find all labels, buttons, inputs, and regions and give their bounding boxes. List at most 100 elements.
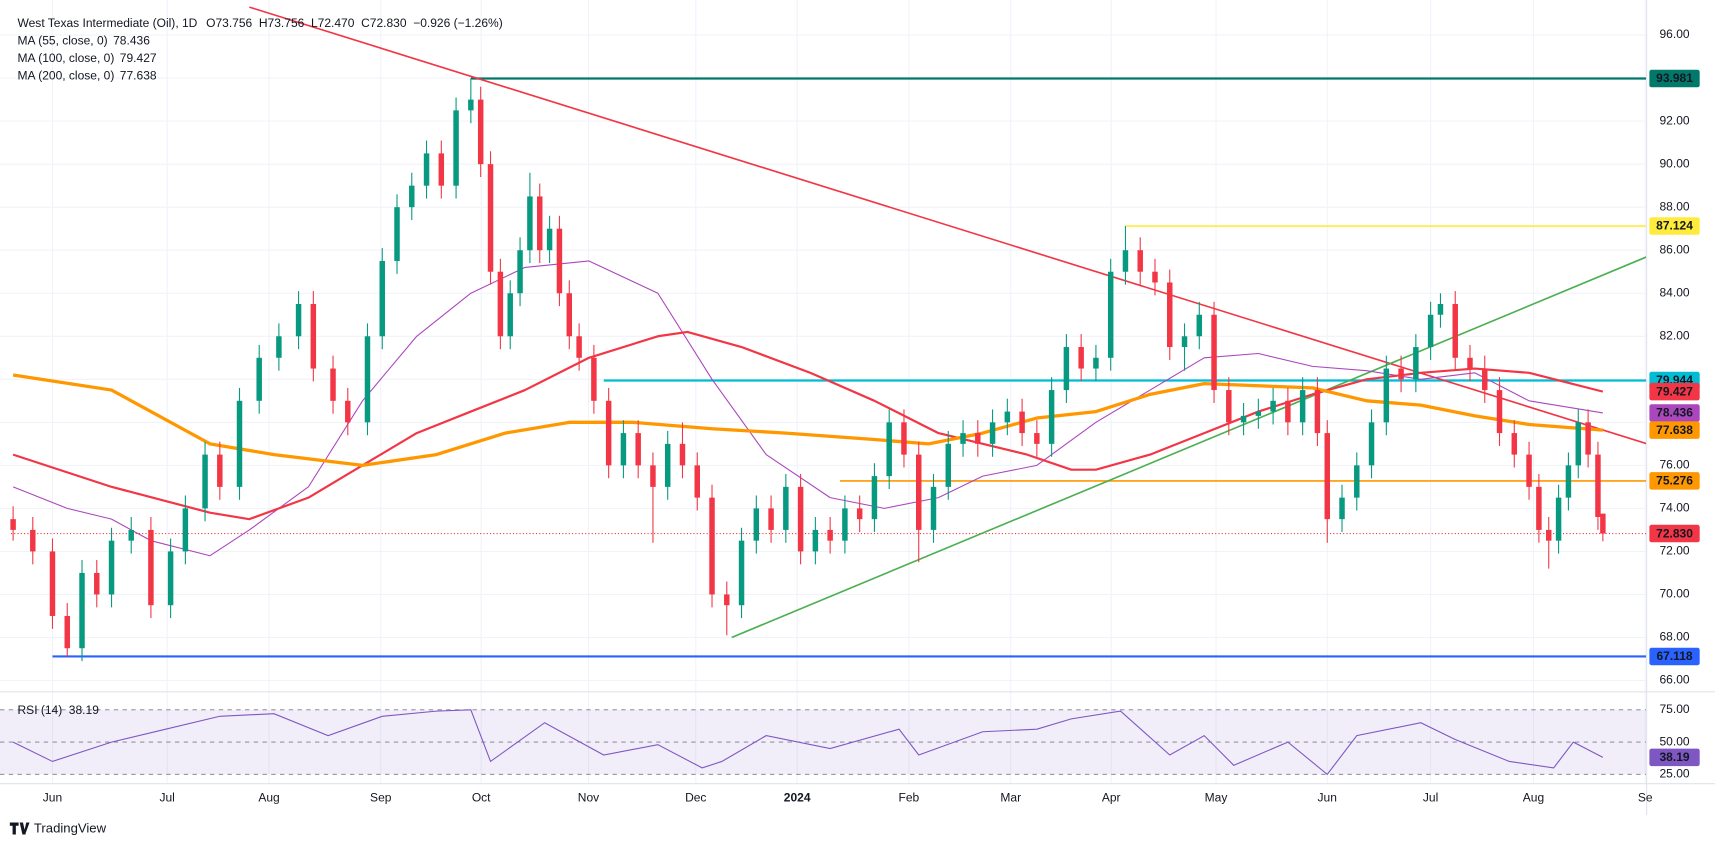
level-label: 75.276 [1656,474,1693,488]
candle-body [276,336,282,358]
rsi-tick-label: 25.00 [1659,767,1689,781]
candle-body [989,422,996,444]
ma-box [1649,404,1700,422]
candle-body [64,615,70,649]
x-tick-label: 2024 [784,791,811,805]
candle-body [256,357,262,401]
y-tick-label: 74.00 [1659,501,1689,515]
candle-body [664,443,671,487]
candle-body [650,465,656,487]
legend-value: 77.638 [120,69,157,83]
legend-name: MA (200, close, 0) [18,69,115,83]
chart-title: West Texas Intermediate (Oil), 1D [18,16,198,30]
candle-body [1078,347,1084,369]
x-tick-label: Se [1638,791,1653,805]
candle-body [1452,304,1458,358]
candle-body [379,260,385,337]
y-tick-label: 66.00 [1659,673,1689,687]
candle-body [1152,271,1158,283]
x-tick-label: May [1205,791,1228,805]
candle-body [1398,368,1404,380]
candle-body [1255,411,1262,416]
brand-logo: TradingView [9,821,107,836]
candle-body [783,486,789,530]
price-pane [10,6,1647,662]
candle-body [1314,390,1321,434]
x-tick-label: Jul [1423,791,1438,805]
x-tick-label: Feb [899,791,920,805]
y-tick-label: 72.00 [1659,544,1689,558]
candle-body [1595,454,1601,517]
level-label: 67.118 [1656,649,1692,663]
candle-body [1600,513,1606,534]
candle-body [423,153,430,186]
rsi-last-box [1649,748,1700,767]
candle-body [527,196,533,251]
axes [0,0,1715,815]
candle-body [330,368,336,401]
candle-body [576,336,582,358]
candle-body [768,508,774,530]
candle-body [1575,422,1582,466]
candle-body [487,164,494,272]
candle-body [1107,271,1114,358]
rsi-tick-label: 75.00 [1659,702,1689,716]
candle-body [1427,314,1434,348]
trend-line [731,256,1647,639]
rsi-last-label: 38.19 [1659,750,1689,764]
y-tick-label: 92.00 [1659,113,1689,127]
rsi-pane [0,709,1647,776]
candle-body [1585,422,1591,455]
candle-body [1270,400,1276,412]
candle-body [546,228,553,251]
candle-body [167,551,174,606]
labels: 66.0068.0070.0072.0074.0076.0078.0080.00… [18,16,1700,805]
candle-body [477,99,484,165]
candle-body [345,400,351,423]
rsi-value: 38.19 [69,703,99,717]
candle-body [517,250,523,294]
y-tick-label: 90.00 [1659,156,1689,170]
level-box [1649,524,1700,543]
candle-body [1383,368,1390,423]
candle-body [497,271,504,337]
y-tick-label: 68.00 [1659,630,1689,644]
candle-body [537,196,543,251]
candle-body [1565,465,1572,498]
candle-body [1511,433,1518,455]
candle-body [975,433,981,444]
ma-box [1649,421,1700,439]
x-tick-label: Aug [1523,791,1544,805]
candle-body [1196,314,1203,337]
candle-body [753,508,760,541]
candle-body [1437,304,1444,315]
candle-body [566,293,573,337]
candle-body [1004,411,1011,423]
candle-body [1063,347,1070,391]
candle-body [842,508,848,541]
candle-body [1285,400,1291,423]
candle-body [30,529,36,552]
candle-body [236,400,243,487]
candle-body [1496,390,1503,434]
ma-label: 78.436 [1656,406,1693,420]
candle-body [1167,282,1173,348]
candle-body [1019,411,1025,434]
candle-body [1048,390,1055,444]
candle-body [1093,357,1099,369]
y-tick-label: 70.00 [1659,587,1689,601]
x-tick-label: Aug [258,791,279,805]
x-tick-label: Jul [159,791,174,805]
candle-body [871,476,878,520]
candle-body [1181,336,1188,348]
rsi-name: RSI (14) [18,703,63,717]
candle-body [886,422,892,477]
candle-body [310,304,317,369]
candle-body [1467,357,1473,369]
x-tick-label: Sep [370,791,392,805]
candle-body [1034,433,1040,444]
y-tick-label: 76.00 [1659,458,1689,472]
candle-body [709,497,715,595]
